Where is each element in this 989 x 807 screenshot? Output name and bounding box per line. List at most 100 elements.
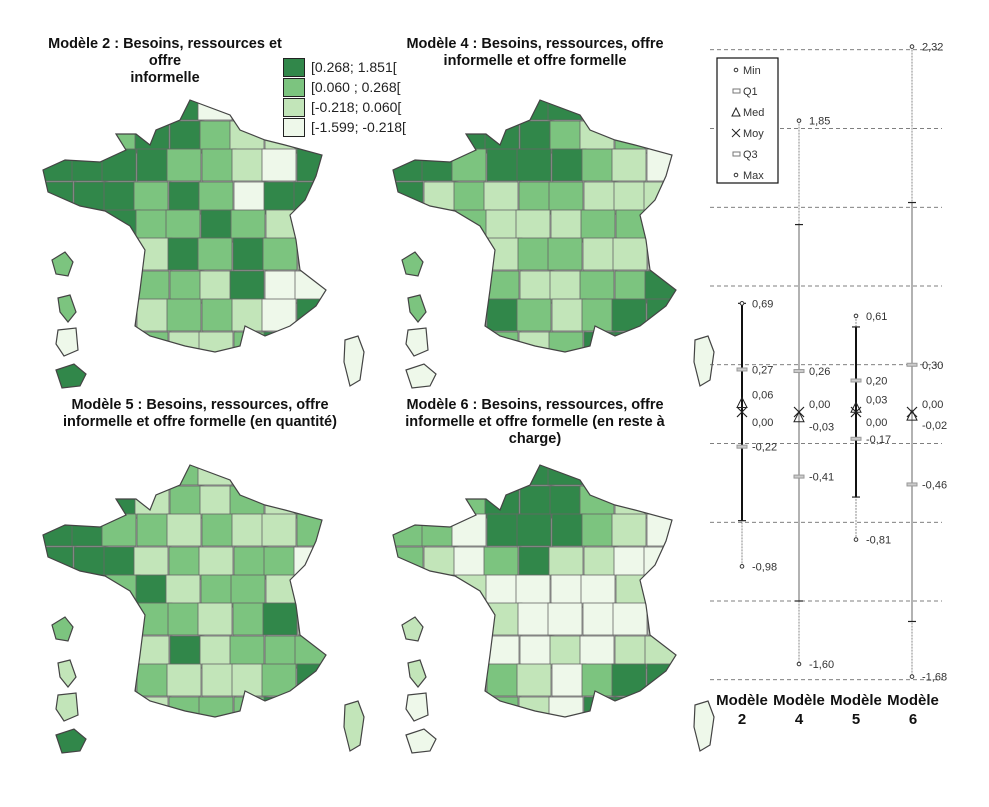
data-label-min: -1,68 bbox=[922, 672, 947, 684]
overseas-territory bbox=[405, 363, 437, 389]
department bbox=[201, 148, 237, 182]
department bbox=[165, 574, 201, 608]
department bbox=[262, 237, 298, 271]
legend-entry: Med bbox=[743, 107, 764, 119]
department bbox=[519, 270, 555, 304]
overseas-territory bbox=[57, 659, 77, 688]
department bbox=[136, 513, 172, 547]
department bbox=[169, 635, 205, 669]
x-label-model-5: Modèle 5 bbox=[826, 691, 886, 729]
department bbox=[166, 298, 202, 332]
department bbox=[197, 237, 233, 271]
department bbox=[580, 209, 616, 243]
department bbox=[199, 485, 235, 519]
overseas-territory bbox=[55, 692, 79, 722]
department bbox=[517, 237, 553, 271]
france-border bbox=[392, 464, 677, 718]
department bbox=[262, 602, 298, 636]
overseas-territory bbox=[51, 616, 74, 642]
data-label-min: -0,81 bbox=[866, 535, 891, 547]
min-marker bbox=[796, 661, 802, 667]
legend-label: [0.060 ; 0.268[ bbox=[311, 79, 401, 95]
data-label-max: 0,61 bbox=[866, 311, 887, 323]
x-label-model-2: Modèle 2 bbox=[712, 691, 772, 729]
title-line: Modèle 6 : Besoins, ressources, offre bbox=[406, 397, 664, 413]
department bbox=[453, 181, 489, 215]
max-marker bbox=[853, 313, 859, 319]
department bbox=[263, 181, 299, 215]
title-line: charge) bbox=[508, 431, 562, 447]
legend-class: [-1.599; -0.218[ bbox=[283, 117, 406, 137]
q1-marker bbox=[793, 474, 805, 479]
data-label-moy: 0,00 bbox=[866, 417, 887, 429]
median-marker bbox=[793, 410, 805, 423]
department bbox=[200, 209, 236, 243]
department bbox=[101, 148, 137, 182]
circle-marker-icon bbox=[733, 67, 739, 73]
department bbox=[583, 181, 619, 215]
data-label-max: 2,32 bbox=[922, 42, 943, 54]
department bbox=[199, 635, 235, 669]
x-label-line: Modèle bbox=[716, 692, 768, 709]
map-legend: [0.268; 1.851[ [0.060 ; 0.268[ [-0.218; … bbox=[283, 57, 406, 137]
department bbox=[232, 602, 268, 636]
department bbox=[614, 270, 650, 304]
overseas-territory bbox=[401, 616, 424, 642]
x-label-line: Modèle bbox=[773, 692, 825, 709]
title-line: Modèle 2 : Besoins, ressources et offre bbox=[48, 36, 282, 69]
x-label-model-6: Modèle 6 bbox=[883, 691, 943, 729]
department bbox=[516, 148, 552, 182]
title-line: informelle bbox=[130, 70, 200, 86]
data-label-med: 0,06 bbox=[752, 390, 773, 402]
overseas-territory bbox=[405, 327, 429, 357]
x-label-line: Modèle bbox=[887, 692, 939, 709]
q3-marker bbox=[793, 369, 805, 374]
data-label-moy: 0,00 bbox=[752, 417, 773, 429]
data-label-q1: -0,22 bbox=[752, 442, 777, 454]
data-label-med: -0,03 bbox=[809, 422, 834, 434]
department bbox=[517, 602, 553, 636]
map-title-model-6: Modèle 6 : Besoins, ressources, offre in… bbox=[380, 397, 690, 448]
overseas-territory bbox=[55, 728, 87, 754]
overseas-territory bbox=[343, 335, 365, 387]
department bbox=[547, 602, 583, 636]
triangle-marker-icon bbox=[731, 106, 741, 117]
department bbox=[579, 270, 615, 304]
legend-entry: Max bbox=[743, 170, 764, 182]
department bbox=[197, 602, 233, 636]
data-label-min: -1,60 bbox=[809, 659, 834, 671]
title-line: informelle et offre formelle (en quantit… bbox=[63, 414, 337, 430]
france-border bbox=[42, 99, 327, 353]
legend-swatch bbox=[283, 97, 305, 117]
department bbox=[550, 574, 586, 608]
department bbox=[551, 298, 587, 332]
title-line: Modèle 4 : Besoins, ressources, offre bbox=[406, 36, 664, 52]
x-label-line: 5 bbox=[851, 711, 861, 728]
q3-marker bbox=[906, 362, 918, 367]
overseas-territory bbox=[407, 294, 427, 323]
legend-label: [0.268; 1.851[ bbox=[311, 59, 397, 75]
data-label-moy: 0,00 bbox=[809, 399, 830, 411]
legend-swatch bbox=[283, 77, 305, 97]
department bbox=[201, 663, 237, 697]
overseas-territory bbox=[57, 294, 77, 323]
department bbox=[547, 237, 583, 271]
bar-marker-icon bbox=[732, 88, 741, 94]
box-Modèle 4: 0,00 -0,03 1,85 0,26 -0,41 -1,60 bbox=[793, 116, 834, 671]
department bbox=[549, 485, 585, 519]
department bbox=[169, 270, 205, 304]
department bbox=[168, 181, 204, 215]
department bbox=[548, 546, 584, 580]
overseas-territory bbox=[693, 700, 715, 752]
department bbox=[515, 209, 551, 243]
department bbox=[519, 120, 555, 154]
min-marker bbox=[853, 537, 859, 542]
department bbox=[515, 574, 551, 608]
department bbox=[201, 513, 237, 547]
data-label-q3: 0,20 bbox=[866, 376, 887, 388]
department bbox=[135, 574, 171, 608]
legend-box bbox=[716, 57, 779, 184]
department bbox=[231, 298, 267, 332]
overseas-territory bbox=[405, 728, 437, 754]
